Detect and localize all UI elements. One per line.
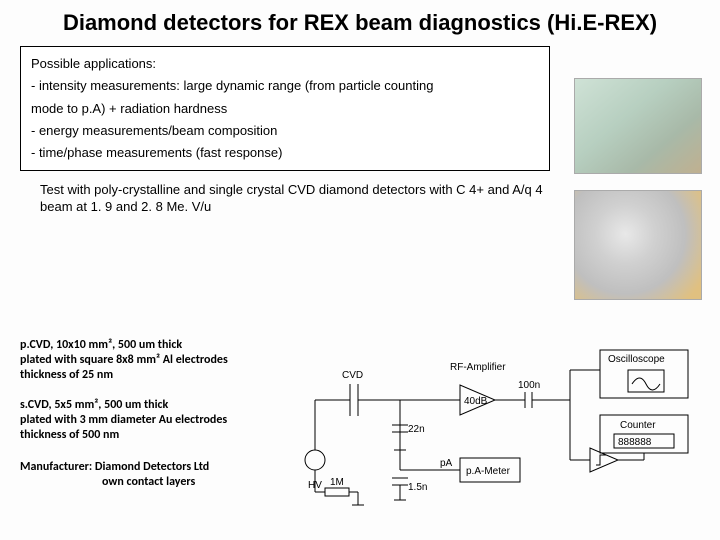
rfamp-label: RF-Amplifier — [450, 362, 506, 373]
spec-line: Manufacturer: Diamond Detectors Ltd — [20, 460, 280, 475]
counter-value: 888888 — [618, 437, 652, 448]
spec-line: thickness of 25 nm — [20, 368, 280, 383]
spec-line: plated with square 8x8 mm² Al electrodes — [20, 353, 280, 368]
r1m-label: 1M — [330, 477, 344, 488]
spec-line: plated with 3 mm diameter Au electrodes — [20, 413, 280, 428]
box-line: - intensity measurements: large dynamic … — [31, 75, 539, 97]
c15n-label: 1.5n — [408, 482, 427, 493]
slide-title: Diamond detectors for REX beam diagnosti… — [0, 0, 720, 40]
pameter-label: p.A-Meter — [466, 466, 511, 477]
applications-box: Possible applications: - intensity measu… — [20, 46, 550, 170]
box-line: - time/phase measurements (fast response… — [31, 142, 539, 164]
spec-pcvd: p.CVD, 10x10 mm², 500 um thick plated wi… — [20, 338, 280, 383]
cvd-label: CVD — [342, 370, 363, 381]
gain-label: 40dB — [464, 396, 488, 407]
box-line: mode to p.A) + radiation hardness — [31, 98, 539, 120]
spec-line: p.CVD, 10x10 mm², 500 um thick — [20, 338, 280, 353]
spec-manufacturer: Manufacturer: Diamond Detectors Ltd own … — [20, 460, 280, 490]
osc-label: Oscilloscope — [608, 354, 665, 365]
counter-label: Counter — [620, 420, 656, 431]
c22n-label: 22n — [408, 424, 425, 435]
box-heading: Possible applications: — [31, 53, 539, 75]
pa-label: pA — [440, 458, 453, 469]
detector-photo-1 — [574, 78, 702, 174]
spec-line: thickness of 500 nm — [20, 428, 280, 443]
test-description: Test with poly-crystalline and single cr… — [40, 181, 560, 216]
spec-line: own contact layers — [20, 475, 280, 490]
spec-scvd: s.CVD, 5x5 mm², 500 um thick plated with… — [20, 398, 280, 443]
detector-photo-2 — [574, 190, 702, 300]
spec-line: s.CVD, 5x5 mm², 500 um thick — [20, 398, 280, 413]
circuit-diagram: HV 1M CVD 22n 1.5n 40dB RF-Amplifier 100… — [300, 340, 700, 520]
box-line: - energy measurements/beam composition — [31, 120, 539, 142]
c100n-label: 100n — [518, 380, 540, 391]
